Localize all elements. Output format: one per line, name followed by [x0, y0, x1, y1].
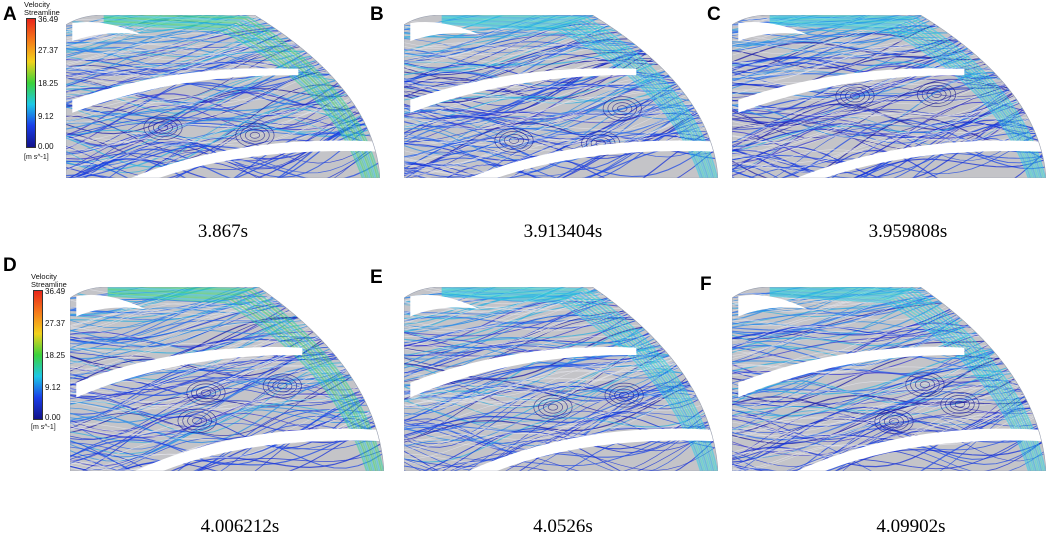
time-label-d: 4.006212s — [200, 516, 280, 537]
time-label-e: 4.0526s — [533, 516, 593, 537]
panel-letter-f: F — [700, 274, 712, 295]
time-label-c: 3.959808s — [868, 221, 948, 242]
streamline-panel-f — [732, 287, 1046, 471]
time-label-f: 4.09902s — [876, 516, 946, 537]
velocity-legend-top: Velocity Streamline 36.49 27.37 18.25 9.1… — [24, 0, 84, 162]
panel-letter-b: B — [370, 4, 384, 25]
legend-unit: [m s^-1] — [24, 154, 49, 161]
streamline-panel-b — [404, 15, 718, 178]
legend-tick: 18.25 — [38, 79, 59, 88]
legend-tick: 36.49 — [38, 15, 59, 24]
legend-tick: 0.00 — [38, 142, 54, 151]
legend-tick: 27.37 — [45, 319, 66, 328]
legend-title: Velocity Streamline — [31, 272, 67, 289]
legend-tick: 36.49 — [45, 287, 66, 296]
velocity-legend-bottom: Velocity Streamline 36.49 27.37 18.25 9.1… — [31, 272, 91, 432]
time-label-a: 3.867s — [197, 221, 249, 242]
legend-tick: 9.12 — [45, 383, 61, 392]
panel-letter-d: D — [3, 255, 17, 276]
legend-tick: 27.37 — [38, 46, 59, 55]
time-label-b: 3.913404s — [523, 221, 603, 242]
legend-title: Velocity Streamline — [24, 0, 60, 17]
streamline-panel-d — [70, 287, 384, 471]
streamline-panel-c — [732, 15, 1046, 178]
legend-tick: 18.25 — [45, 351, 66, 360]
legend-color-bar — [33, 290, 43, 420]
panel-letter-a: A — [3, 4, 17, 25]
legend-tick: 9.12 — [38, 112, 54, 121]
legend-tick: 0.00 — [45, 413, 61, 422]
streamline-panel-e — [404, 287, 718, 471]
panel-letter-e: E — [370, 267, 383, 288]
legend-color-bar — [26, 18, 36, 148]
legend-unit: [m s^-1] — [31, 424, 56, 431]
streamline-panel-a — [66, 15, 380, 178]
panel-letter-c: C — [707, 4, 721, 25]
